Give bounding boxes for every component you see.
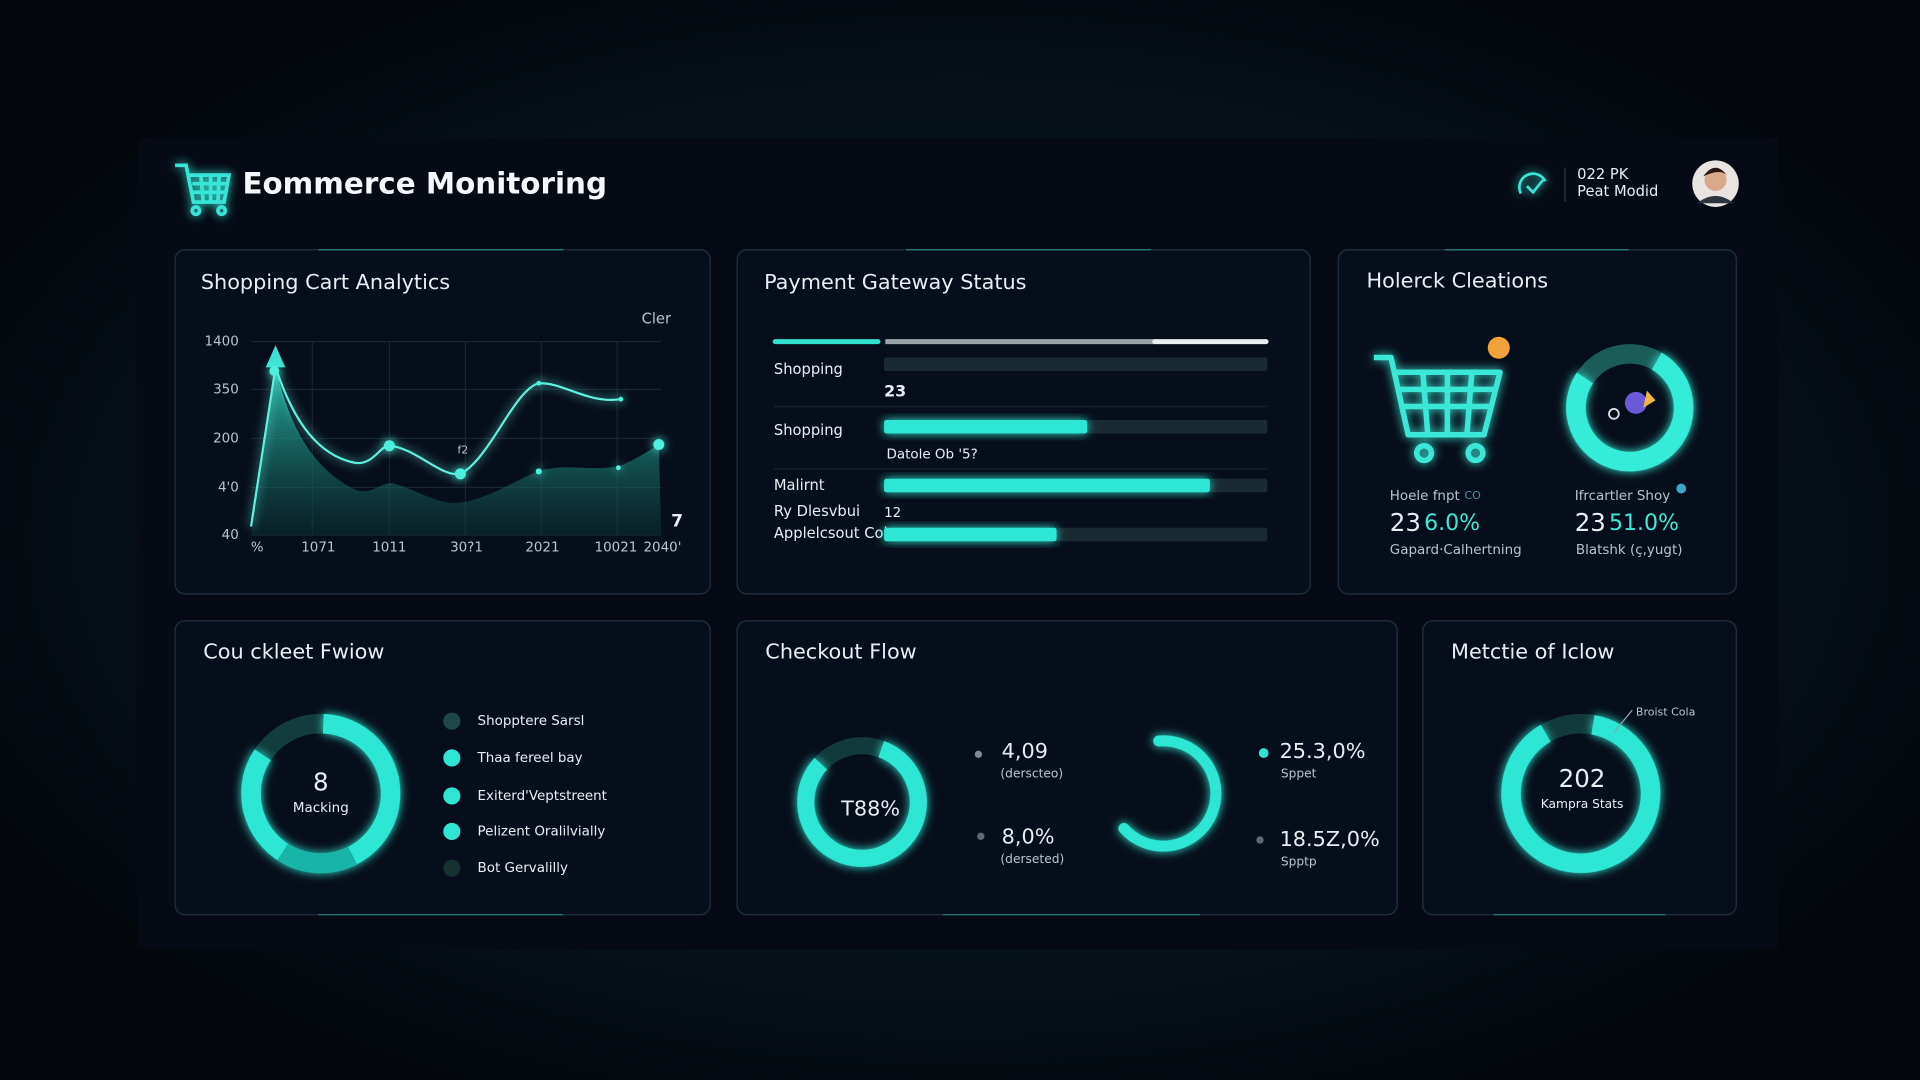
legend-dot (443, 749, 461, 767)
small-icon (1676, 483, 1687, 494)
y-tick-label: 1400 (205, 335, 239, 350)
row-label: Applelcsout Col (774, 525, 888, 542)
stat-dot (974, 750, 983, 758)
row-label: Shopping (774, 361, 843, 378)
stat-count: 23 (1575, 508, 1606, 537)
badge-icon (1487, 336, 1510, 359)
arc (1105, 735, 1222, 852)
chart-area (251, 367, 662, 536)
progress-bar (884, 478, 1210, 493)
stat-caption: Blatshk (ç,yugt) (1576, 543, 1683, 558)
user-name: Peat Modid (1577, 183, 1658, 200)
row-label: Ry Dlesvbui (774, 503, 860, 520)
chart-line (249, 366, 621, 527)
x-tick-label: 2040' (643, 540, 681, 555)
progress-track (884, 357, 1268, 372)
x-tick-label: 1071 (301, 540, 335, 555)
stat-rate: 6.0% (1424, 511, 1480, 536)
ring-icon (1608, 408, 1620, 420)
legend-label: Cler (642, 311, 672, 328)
stat-dot (1258, 748, 1269, 758)
panel-title: Cou ckleet Fwiow (203, 640, 384, 664)
x-tick-label: 1011 (372, 540, 406, 555)
callout-label: Broist Cola (1636, 706, 1695, 719)
donut-label: Macking (293, 801, 349, 816)
stat-label: Sppet (1281, 766, 1317, 780)
y-tick-label: 40 (222, 528, 239, 543)
legend-dot (443, 787, 461, 805)
stat-label: (derscteo) (1000, 766, 1063, 780)
legend-dot (443, 712, 461, 730)
stat-rate: 51.0% (1609, 511, 1679, 536)
panel-edge-glow (318, 249, 1666, 916)
donut-value: 8 (313, 768, 329, 797)
y-tick-label: 200 (213, 431, 239, 446)
legend-label: Pelizent Oralilvially (478, 824, 606, 839)
donut (1501, 713, 1661, 874)
panel-title: Metctie of Iclow (1451, 640, 1614, 664)
header-cart-icon (175, 163, 232, 217)
stat-value: 25.3,0% (1280, 739, 1366, 763)
stat-label: Hoele fnpt (1390, 489, 1460, 504)
stat-label: (derseted) (1000, 852, 1064, 866)
ring (1566, 344, 1694, 472)
y-tick-label: 4'0 (218, 480, 239, 495)
row-label: Shopping (774, 422, 843, 439)
panels (174, 249, 1738, 916)
stat-value: 18.5Z,0% (1280, 827, 1380, 851)
stat-tag: CO (1464, 489, 1481, 502)
ring-icon (1624, 391, 1647, 414)
app-title: Eommerce Monitoring (242, 166, 607, 200)
status-icon (1518, 172, 1547, 195)
legend-label: Thaa fereel bay (477, 751, 583, 766)
stat-label: Spptp (1281, 855, 1317, 869)
stat-label: Ifrcartler Shoy (1575, 489, 1671, 504)
panel-title: Checkout Flow (765, 640, 916, 664)
x-tick-label: 2021 (525, 540, 559, 555)
avatar[interactable] (1692, 160, 1739, 207)
stat-caption: Gapard·Calhertning (1390, 543, 1522, 558)
row-note: Datole Ob '5? (887, 447, 978, 462)
donut-value: T88% (840, 796, 900, 820)
legend-dot (443, 822, 461, 840)
legend-label: Exiterd'Veptstreent (478, 789, 607, 804)
stat-value: 8,0% (1002, 825, 1055, 849)
row-note: 23 (884, 381, 906, 400)
stat-count: 23 (1390, 508, 1421, 537)
x-tick-label: 30?1 (450, 540, 483, 555)
progress-bar (884, 527, 1057, 542)
stat-dot (1256, 836, 1264, 844)
stat-value: 4,09 (1002, 739, 1048, 763)
x-tick-label: 10021 (595, 540, 638, 555)
donut-label: Kampra Stats (1541, 797, 1624, 811)
x-tick-label: % (251, 540, 264, 555)
panel-title: Payment Gateway Status (764, 270, 1026, 294)
legend-dot (443, 859, 461, 877)
row-note: 12 (884, 506, 901, 521)
row-label: Malirnt (774, 477, 825, 494)
legend-label: Bot Gervalilly (478, 861, 568, 876)
donut-segment (241, 713, 401, 874)
callout-line (1613, 709, 1633, 733)
stat-dot (977, 832, 985, 840)
cart-illustration (1373, 354, 1503, 464)
chart-arrow (265, 345, 286, 368)
y-tick-label: 350 (213, 382, 239, 397)
panel-title: Shopping Cart Analytics (201, 270, 450, 294)
progress-bar (884, 420, 1088, 434)
chart-points (269, 366, 665, 480)
donut (797, 737, 927, 867)
panel-title: Holerck Cleations (1367, 269, 1549, 293)
donut-value: 202 (1559, 764, 1606, 793)
annotation: f2 (457, 444, 468, 457)
annotation: 7 (671, 512, 683, 532)
ring-icon (1643, 390, 1656, 408)
legend-label: Shopptere Sarsl (478, 714, 585, 729)
status-text: 022 PK (1577, 166, 1629, 183)
